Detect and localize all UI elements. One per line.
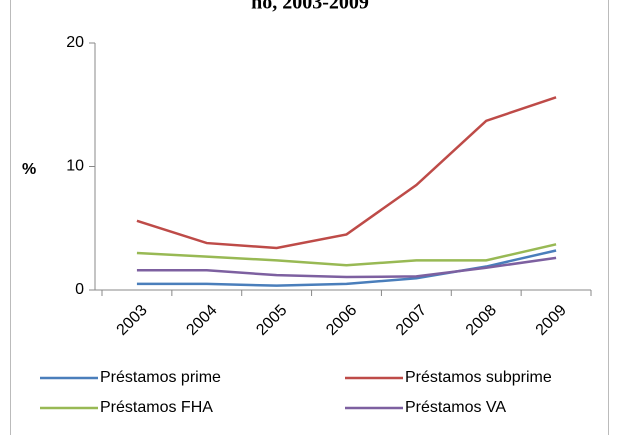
series-line (136, 243, 557, 267)
x-tick-label: 2009 (533, 302, 570, 339)
x-tick-label: 2005 (253, 302, 290, 339)
legend-label: Préstamos subprime (405, 369, 552, 386)
x-tick-label: 2008 (463, 302, 500, 339)
series-line (136, 256, 557, 279)
legend-label: Préstamos prime (100, 369, 221, 386)
chart-frame (10, 0, 609, 435)
y-axis-label: % (22, 161, 36, 178)
x-tick-label: 2006 (323, 302, 360, 339)
legend-label: Préstamos FHA (100, 399, 213, 416)
y-tick-label: 20 (66, 34, 84, 51)
y-tick-label: 0 (75, 281, 84, 298)
series-line (136, 96, 557, 250)
y-tick-label: 10 (66, 158, 84, 175)
chart-title: ño, 2003-2009 (251, 0, 369, 14)
legend-label: Préstamos VA (405, 399, 506, 416)
x-tick-label: 2003 (114, 302, 151, 339)
x-tick-label: 2007 (393, 302, 430, 339)
x-tick-label: 2004 (183, 302, 220, 339)
